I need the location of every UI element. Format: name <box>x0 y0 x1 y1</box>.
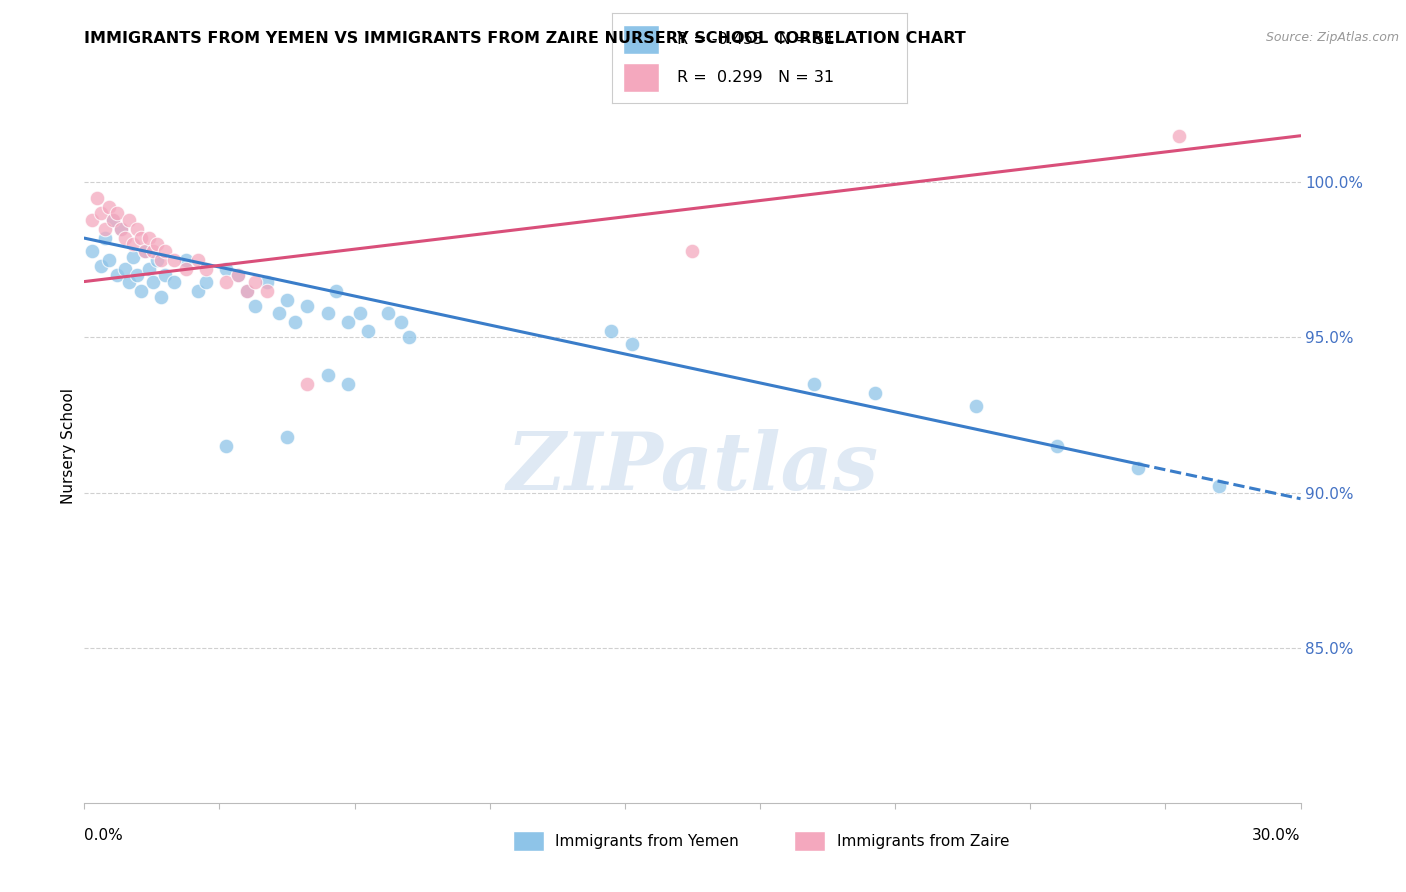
Point <box>1046 439 1069 453</box>
Point <box>105 268 128 283</box>
Point <box>1208 479 1230 493</box>
Point <box>194 262 218 277</box>
Point <box>110 222 132 236</box>
Point <box>215 275 238 289</box>
Y-axis label: Nursery School: Nursery School <box>60 388 76 504</box>
Point <box>122 237 145 252</box>
Point <box>122 250 145 264</box>
FancyBboxPatch shape <box>623 25 659 54</box>
Point <box>138 262 160 277</box>
Point <box>146 237 169 252</box>
Point <box>243 275 266 289</box>
Text: R =  0.299   N = 31: R = 0.299 N = 31 <box>676 70 834 85</box>
Point <box>357 324 380 338</box>
Point <box>803 376 825 391</box>
Point <box>187 252 209 267</box>
Text: ZIPatlas: ZIPatlas <box>506 429 879 506</box>
Point <box>600 324 623 338</box>
Point <box>142 244 165 258</box>
Point <box>256 275 278 289</box>
Point <box>235 284 257 298</box>
Text: Immigrants from Yemen: Immigrants from Yemen <box>555 834 740 848</box>
Point <box>965 399 987 413</box>
Point <box>105 206 128 220</box>
Point <box>142 275 165 289</box>
Point <box>101 212 124 227</box>
Point <box>228 268 250 283</box>
Point <box>377 305 399 319</box>
Point <box>194 275 218 289</box>
Point <box>398 330 420 344</box>
Point <box>215 262 238 277</box>
Point <box>682 244 704 258</box>
Point <box>243 299 266 313</box>
Point <box>162 275 184 289</box>
Point <box>82 244 104 258</box>
Point <box>150 290 173 304</box>
Point <box>276 293 298 308</box>
Point <box>336 315 359 329</box>
Point <box>174 252 197 267</box>
Point <box>297 299 319 313</box>
Point <box>134 244 156 258</box>
Point <box>129 284 152 298</box>
Text: IMMIGRANTS FROM YEMEN VS IMMIGRANTS FROM ZAIRE NURSERY SCHOOL CORRELATION CHART: IMMIGRANTS FROM YEMEN VS IMMIGRANTS FROM… <box>84 31 966 46</box>
Text: Source: ZipAtlas.com: Source: ZipAtlas.com <box>1265 31 1399 45</box>
Text: R = -0.453   N = 51: R = -0.453 N = 51 <box>676 32 834 46</box>
Point <box>90 206 112 220</box>
Point <box>316 305 339 319</box>
Point <box>297 376 319 391</box>
Point <box>93 231 115 245</box>
Text: 0.0%: 0.0% <box>84 828 124 843</box>
FancyBboxPatch shape <box>623 63 659 92</box>
Point <box>125 268 148 283</box>
Point <box>389 315 412 329</box>
Text: 30.0%: 30.0% <box>1253 828 1301 843</box>
Point <box>93 222 115 236</box>
Text: Immigrants from Zaire: Immigrants from Zaire <box>837 834 1010 848</box>
Point <box>86 191 108 205</box>
Point <box>125 222 148 236</box>
Point <box>97 200 120 214</box>
Point <box>155 268 177 283</box>
Point <box>1167 128 1189 143</box>
Point <box>82 212 104 227</box>
Point <box>228 268 250 283</box>
Point <box>187 284 209 298</box>
Point <box>97 252 120 267</box>
Point <box>256 284 278 298</box>
Point <box>134 244 156 258</box>
Point <box>1128 460 1150 475</box>
Point <box>162 252 184 267</box>
Point <box>118 212 141 227</box>
Point <box>276 430 298 444</box>
Point <box>155 244 177 258</box>
Point <box>118 275 141 289</box>
Point <box>325 284 347 298</box>
Point <box>863 386 886 401</box>
Point <box>150 252 173 267</box>
Point <box>174 262 197 277</box>
Point <box>336 376 359 391</box>
Point <box>90 259 112 273</box>
Point <box>138 231 160 245</box>
Point <box>110 222 132 236</box>
Point <box>620 336 643 351</box>
Point <box>146 252 169 267</box>
Point <box>215 439 238 453</box>
Point <box>267 305 290 319</box>
Point <box>114 262 136 277</box>
Point <box>129 231 152 245</box>
Point <box>235 284 257 298</box>
Point <box>101 212 124 227</box>
Point <box>316 368 339 382</box>
Point <box>284 315 307 329</box>
Point <box>114 231 136 245</box>
Point <box>349 305 371 319</box>
